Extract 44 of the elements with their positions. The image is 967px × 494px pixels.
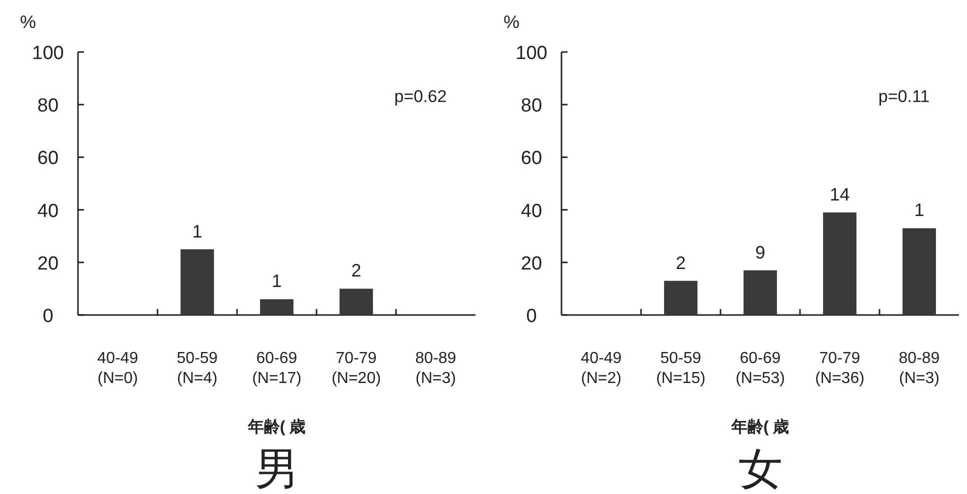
y-tick-label: 0: [42, 306, 54, 327]
bar: [744, 270, 777, 315]
y-tick-label: 60: [520, 148, 542, 170]
y-tick-label: 100: [516, 43, 548, 64]
x-tick-label: 40-49 (N=2): [580, 350, 622, 387]
y-axis-title: %: [503, 12, 520, 32]
y-tick-label: 40: [520, 200, 542, 222]
x-tick-label: 80-89 (N=3): [898, 350, 940, 387]
annotation: p=0.11: [878, 87, 930, 106]
annotation: 1: [914, 200, 924, 220]
annotation: 1: [272, 271, 282, 292]
bar: [340, 288, 373, 315]
x-axis-title: 年齢( 歳: [246, 418, 306, 436]
annotation: p=0.62: [394, 87, 447, 106]
bar: [664, 280, 698, 315]
x-tick-label: 80-89 (N=3): [415, 350, 456, 387]
y-tick-label: 0: [526, 306, 537, 327]
annotation: 2: [351, 260, 362, 281]
y-tick-label: 100: [32, 43, 64, 64]
y-tick-label: 20: [37, 253, 59, 274]
y-tick-label: 60: [37, 148, 59, 170]
text: 女: [738, 445, 782, 494]
text: 男: [254, 445, 299, 494]
bar: [902, 228, 936, 315]
x-tick-label: 70-79 (N=36): [815, 350, 864, 387]
x-tick-label: 70-79 (N=20): [332, 350, 381, 387]
x-tick-label: 60-69 (N=17): [252, 350, 302, 387]
x-tick-label: 50-59 (N=4): [176, 350, 218, 387]
bar: [260, 299, 294, 315]
annotation: 1: [192, 221, 202, 242]
y-tick-label: 40: [37, 200, 59, 222]
x-tick-label: 40-49 (N=0): [97, 350, 138, 387]
bar: [180, 249, 214, 315]
x-tick-label: 60-69 (N=53): [736, 350, 785, 387]
x-axis-title: 年齢( 歳: [730, 418, 790, 436]
x-tick-label: 50-59 (N=15): [656, 350, 706, 387]
bar: [823, 212, 856, 315]
annotation: 9: [755, 242, 766, 262]
y-tick-label: 20: [520, 253, 542, 274]
annotation: 14: [830, 184, 850, 204]
y-axis-title: %: [20, 12, 36, 32]
annotation: 2: [676, 252, 686, 273]
y-tick-label: 80: [37, 96, 59, 117]
y-tick-label: 80: [520, 96, 542, 117]
